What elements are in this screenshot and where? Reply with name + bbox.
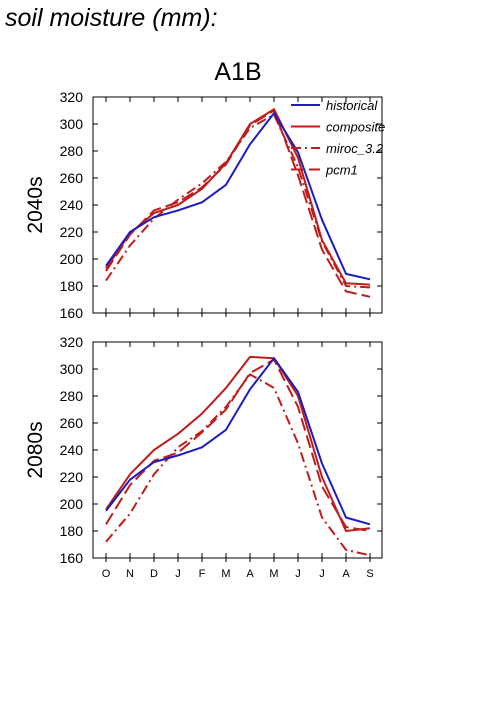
series-line-composite-2080s	[105, 355, 371, 532]
y-tick-label: 260	[60, 415, 84, 431]
page-title: soil moisture (mm):	[5, 4, 218, 32]
x-tick-label: N	[126, 568, 134, 580]
y-tick-label: 260	[60, 170, 84, 186]
series-line-composite-2040s	[105, 108, 371, 286]
x-tick-label: M	[269, 568, 278, 580]
legend-label: pcm1	[325, 163, 358, 178]
y-tick-label: 320	[60, 334, 84, 350]
legend-label: miroc_3.2	[326, 141, 384, 156]
y-tick-label: 220	[60, 469, 84, 485]
series-line-historical-2040s	[105, 112, 371, 281]
y-tick-label: 200	[60, 496, 84, 512]
x-tick-label: A	[246, 568, 254, 580]
x-tick-label: S	[366, 568, 373, 580]
y-tick-label: 240	[60, 442, 84, 458]
y-tick-label: 200	[60, 251, 84, 267]
scenario-label: A1B	[214, 58, 261, 86]
x-tick-label: M	[221, 568, 230, 580]
y-tick-label: 320	[60, 89, 84, 105]
y-tick-label: 180	[60, 523, 84, 539]
x-tick-label: J	[175, 568, 181, 580]
row-label-2080s: 2080s	[24, 421, 47, 478]
y-tick-label: 280	[60, 388, 84, 404]
legend-label: historical	[326, 98, 378, 113]
series-line-historical-2080s	[105, 357, 371, 526]
series-line-pcm1-2080s	[105, 358, 371, 532]
x-tick-label: F	[199, 568, 206, 580]
y-tick-label: 180	[60, 278, 84, 294]
row-label-2040s: 2040s	[24, 176, 47, 233]
y-tick-label: 240	[60, 197, 84, 213]
y-tick-label: 300	[60, 361, 84, 377]
legend-label: composite	[326, 120, 385, 135]
x-tick-label: J	[295, 568, 301, 580]
series-line-pcm1-2040s	[105, 109, 371, 298]
series-line-miroc-3-2-2080s	[105, 373, 371, 557]
y-tick-label: 160	[60, 550, 84, 566]
x-tick-label: J	[319, 568, 325, 580]
x-tick-label: O	[102, 568, 111, 580]
x-tick-label: A	[342, 568, 350, 580]
x-tick-label: D	[150, 568, 158, 580]
y-tick-label: 300	[60, 116, 84, 132]
y-tick-label: 220	[60, 224, 84, 240]
y-tick-label: 160	[60, 305, 84, 321]
y-tick-label: 280	[60, 143, 84, 159]
